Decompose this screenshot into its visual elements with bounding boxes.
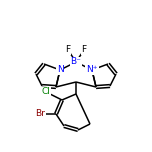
Text: Cl: Cl bbox=[41, 88, 50, 97]
Text: N⁺: N⁺ bbox=[86, 66, 98, 74]
Text: N: N bbox=[57, 66, 63, 74]
Text: F: F bbox=[66, 45, 71, 55]
Text: F: F bbox=[81, 45, 86, 55]
Text: Br: Br bbox=[35, 109, 45, 119]
Text: B⁻: B⁻ bbox=[71, 57, 81, 67]
